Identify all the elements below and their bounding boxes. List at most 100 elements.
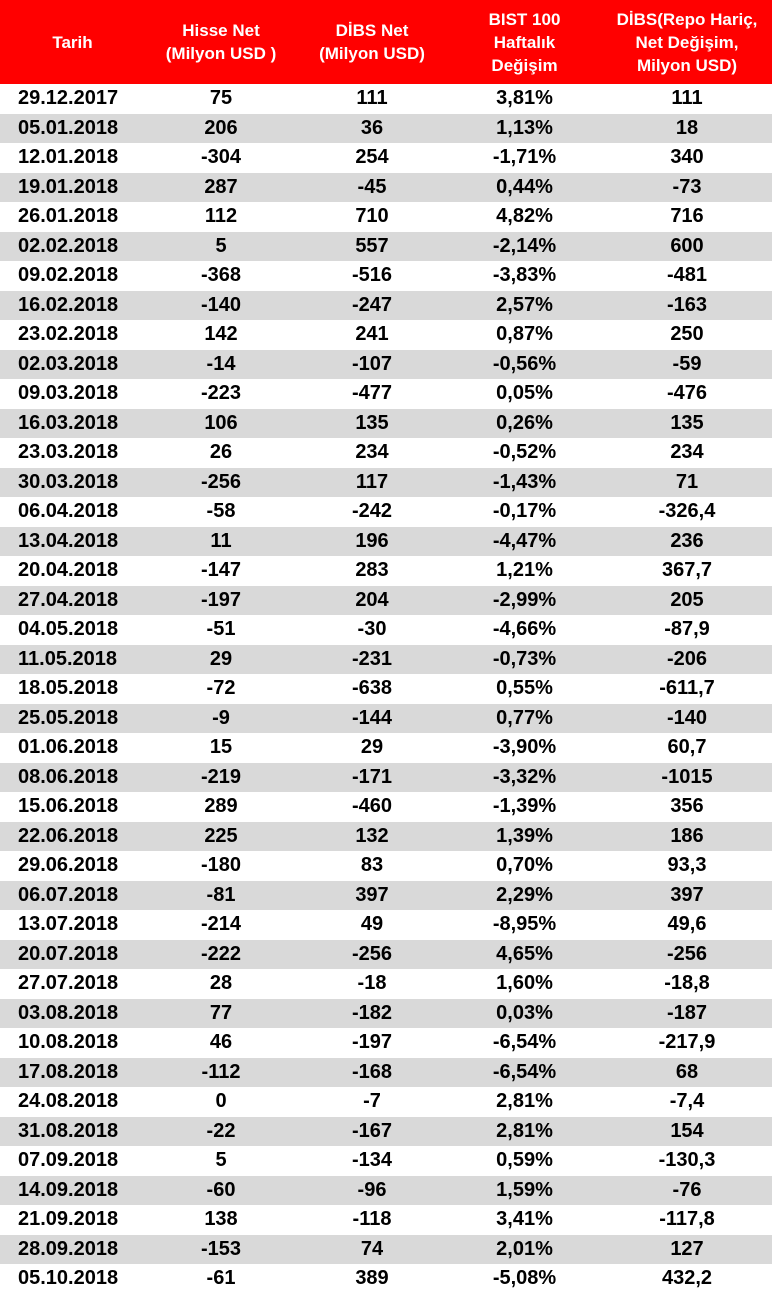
bist100-change-cell: 0,26% [496,411,553,434]
bist100-change-cell: -3,90% [492,736,557,759]
hisse-net-cell: 289 [204,795,238,818]
hisse-net-cell: 15 [209,736,233,759]
dibs-repo-excluded-cell: 716 [670,205,704,228]
dibs-net-cell: -247 [351,293,393,316]
bist100-change-cell: 0,05% [496,382,553,405]
dibs-net-cell: -242 [351,500,393,523]
dibs-repo-excluded-cell: -140 [666,706,708,729]
dibs-net-cell: -638 [351,677,393,700]
hisse-net-cell: -197 [200,588,242,611]
dibs-net-cell: -168 [351,1060,393,1083]
bist100-change-cell: -4,47% [492,529,557,552]
hisse-net-cell: -222 [200,942,242,965]
dibs-repo-excluded-cell: -476 [666,382,708,405]
dibs-repo-excluded-cell: 154 [670,1119,704,1142]
table-row: 09.02.2018 -368 -516 -3,83% -481 [0,261,772,291]
dibs-net-cell: -477 [351,382,393,405]
date-cell: 12.01.2018 [18,146,119,169]
dibs-repo-excluded-cell: 234 [670,441,704,464]
header-line: (Milyon USD) [319,44,425,63]
date-cell: 20.07.2018 [18,942,119,965]
table-row: 29.06.2018 -180 83 0,70% 93,3 [0,851,772,881]
table-row: 15.06.2018 289 -460 -1,39% 356 [0,792,772,822]
date-cell: 07.09.2018 [18,1149,119,1172]
dibs-repo-excluded-cell: -7,4 [669,1090,705,1113]
table-row: 17.08.2018 -112 -168 -6,54% 68 [0,1057,772,1087]
date-cell: 27.04.2018 [18,588,119,611]
dibs-net-cell: -96 [357,1178,387,1201]
dibs-repo-excluded-cell: 135 [670,411,704,434]
date-cell: 05.10.2018 [18,1267,119,1290]
dibs-net-cell: 283 [355,559,389,582]
bist100-change-cell: 0,03% [496,1001,553,1024]
dibs-repo-excluded-cell: 432,2 [661,1267,713,1290]
bist100-change-cell: 3,81% [496,87,553,110]
dibs-net-cell: -107 [351,352,393,375]
dibs-net-cell: 397 [355,883,389,906]
table-row: 05.01.2018 206 36 1,13% 18 [0,113,772,143]
dibs-repo-excluded-cell: -256 [666,942,708,965]
date-cell: 16.03.2018 [18,411,119,434]
hisse-net-cell: 225 [204,824,238,847]
bist100-change-cell: 0,77% [496,706,553,729]
table-row: 13.07.2018 -214 49 -8,95% 49,6 [0,910,772,940]
date-cell: 23.03.2018 [18,441,119,464]
dibs-repo-excluded-cell: 397 [670,883,704,906]
table-row: 29.12.2017 75 111 3,81% 111 [0,84,772,114]
dibs-net-cell: -18 [357,972,387,995]
header-bist100-change: BIST 100 Haftalık Değişim [447,0,602,84]
header-line: DİBS Net [335,21,409,40]
table-row: 23.02.2018 142 241 0,87% 250 [0,320,772,350]
table-row: 18.05.2018 -72 -638 0,55% -611,7 [0,674,772,704]
dibs-net-cell: 241 [355,323,389,346]
table-header: Tarih Hisse Net (Milyon USD ) DİBS Net (… [0,0,772,84]
bist100-change-cell: -1,39% [492,795,557,818]
table-row: 06.07.2018 -81 397 2,29% 397 [0,880,772,910]
dibs-net-cell: 196 [355,529,389,552]
hisse-net-cell: -58 [206,500,236,523]
date-cell: 03.08.2018 [18,1001,119,1024]
hisse-net-cell: 138 [204,1208,238,1231]
dibs-net-cell: 49 [360,913,384,936]
date-cell: 27.07.2018 [18,972,119,995]
header-line: Milyon USD) [636,55,738,75]
hisse-net-cell: -180 [200,854,242,877]
dibs-repo-excluded-cell: 236 [670,529,704,552]
date-cell: 29.12.2017 [18,87,119,110]
date-cell: 10.08.2018 [18,1031,119,1054]
hisse-net-cell: -368 [200,264,242,287]
dibs-net-cell: -45 [357,175,387,198]
header-line: Net Değişim, [635,32,739,52]
dibs-repo-excluded-cell: -481 [666,264,708,287]
table-row: 22.06.2018 225 132 1,39% 186 [0,821,772,851]
hisse-net-cell: 11 [210,529,232,552]
hisse-net-cell: 112 [204,205,238,228]
hisse-net-cell: 28 [209,972,233,995]
bist100-change-cell: 1,13% [496,116,553,139]
hisse-net-cell: -214 [200,913,242,936]
table-row: 19.01.2018 287 -45 0,44% -73 [0,172,772,202]
dibs-repo-excluded-cell: -187 [666,1001,708,1024]
bist100-change-cell: 1,39% [496,824,553,847]
table-row: 16.02.2018 -140 -247 2,57% -163 [0,290,772,320]
header-line: BIST 100 [488,9,561,29]
dibs-net-cell: -171 [351,765,393,788]
hisse-net-cell: -22 [206,1119,236,1142]
dibs-repo-excluded-cell: -217,9 [658,1031,716,1054]
bist100-change-cell: 0,59% [496,1149,553,1172]
dibs-net-cell: -460 [351,795,393,818]
hisse-net-cell: -304 [200,146,242,169]
dibs-repo-excluded-cell: -611,7 [659,677,715,700]
dibs-net-cell: -197 [351,1031,393,1054]
hisse-net-cell: -223 [200,382,242,405]
date-cell: 13.07.2018 [18,913,119,936]
dibs-net-cell: 254 [355,146,389,169]
dibs-repo-excluded-cell: 111 [671,87,703,110]
table-row: 24.08.2018 0 -7 2,81% -7,4 [0,1087,772,1117]
bist100-change-cell: 4,82% [496,205,553,228]
dibs-net-cell: -7 [363,1090,381,1113]
bist100-change-cell: 0,55% [496,677,553,700]
hisse-net-cell: 26 [209,441,233,464]
table-row: 06.04.2018 -58 -242 -0,17% -326,4 [0,497,772,527]
